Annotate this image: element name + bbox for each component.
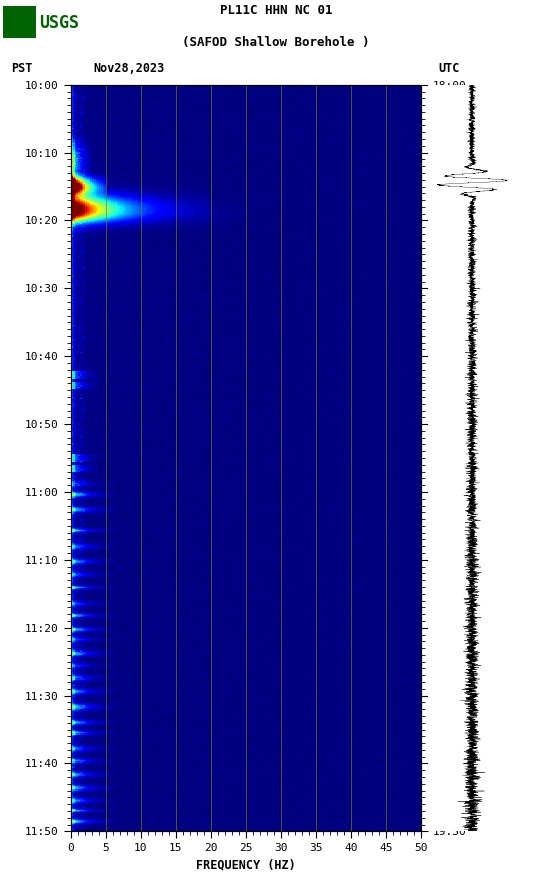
Text: (SAFOD Shallow Borehole ): (SAFOD Shallow Borehole ) <box>182 36 370 48</box>
Text: PL11C HHN NC 01: PL11C HHN NC 01 <box>220 4 332 17</box>
Text: Nov28,2023: Nov28,2023 <box>94 62 165 75</box>
X-axis label: FREQUENCY (HZ): FREQUENCY (HZ) <box>196 859 296 871</box>
Text: PST: PST <box>11 62 33 75</box>
Text: USGS: USGS <box>39 14 78 32</box>
Text: UTC: UTC <box>439 62 460 75</box>
Bar <box>3 6 36 38</box>
